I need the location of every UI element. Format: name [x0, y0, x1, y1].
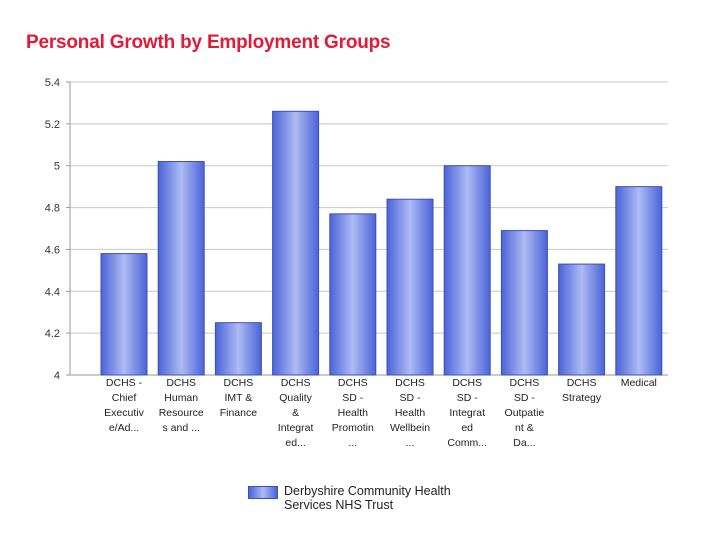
legend: Derbyshire Community Health Services NHS…	[248, 484, 484, 512]
legend-label: Derbyshire Community Health Services NHS…	[284, 484, 451, 512]
x-tick-label: DCHS SD -Health Wellbein...	[390, 377, 430, 449]
bar	[214, 322, 262, 376]
x-tick-label: DCHS -Chief Executiv e/Ad...	[104, 377, 144, 434]
bar	[329, 213, 377, 376]
y-tick-label: 4.8	[45, 203, 60, 215]
bar	[558, 263, 606, 376]
bar	[100, 253, 148, 376]
y-tick-label: 5.4	[45, 77, 60, 89]
bar	[443, 165, 491, 376]
bar	[615, 186, 663, 376]
y-tick-label: 5.2	[45, 119, 60, 131]
y-tick-label: 5	[54, 161, 60, 173]
bar	[386, 198, 434, 376]
y-tick-label: 4.2	[45, 328, 60, 340]
x-tick-label: DCHS Human Resource s and ...	[159, 377, 204, 434]
bar	[500, 230, 548, 376]
x-tick-label: DCHS Quality & Integrat ed...	[278, 377, 314, 449]
x-tick-label: DCHS SD -Integrat ed Comm...	[447, 377, 487, 449]
y-tick-label: 4.6	[45, 244, 60, 256]
x-tick-label: DCHS SD -Outpatie nt & Da...	[505, 377, 545, 449]
chart-title: Personal Growth by Employment Groups	[26, 32, 391, 53]
x-tick-label: DCHS IMT & Finance	[220, 377, 258, 419]
bar	[272, 110, 320, 376]
bar	[157, 161, 205, 376]
x-tick-label: DCHS SD -Health Promotin...	[332, 377, 374, 449]
x-tick-label: Medical	[621, 377, 657, 389]
axis-labels: 4 4.2 4.4 4.6 4.8 5 5.2 5.4 DCHS -Chief Executiv e…	[45, 77, 657, 449]
bars	[100, 110, 663, 376]
y-tick-label: 4.4	[45, 286, 60, 298]
y-tick-label: 4	[54, 370, 60, 382]
legend-swatch	[248, 486, 278, 499]
x-tick-label: DCHS Strategy	[562, 377, 602, 404]
